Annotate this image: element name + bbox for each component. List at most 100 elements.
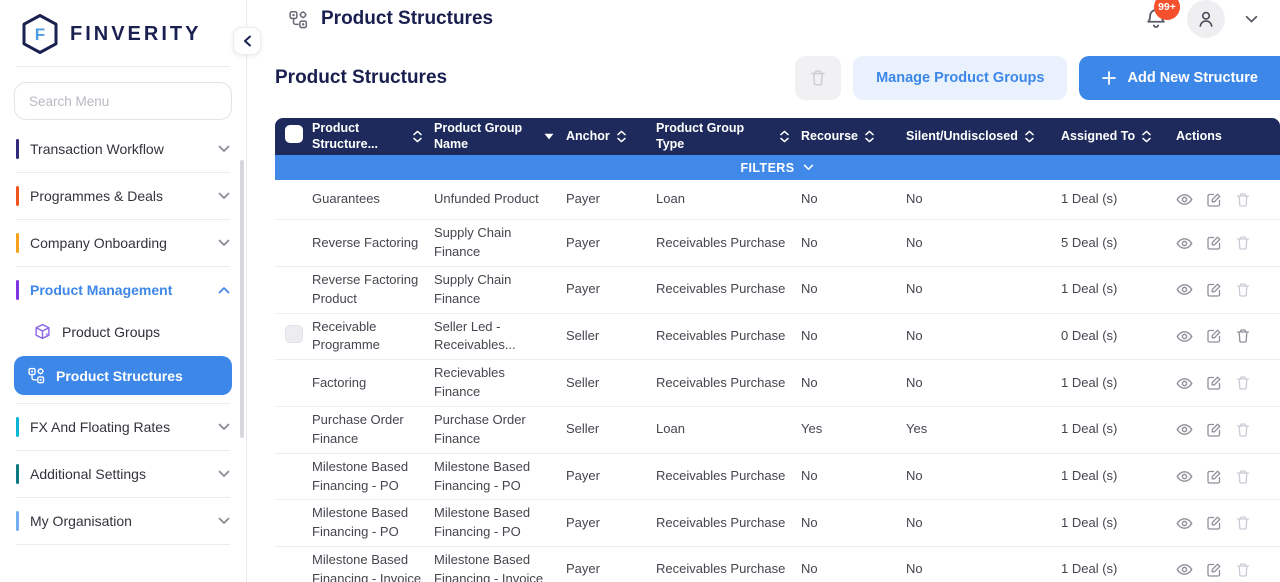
cell-product-group-name: Supply Chain Finance bbox=[428, 220, 560, 267]
product-structures-icon bbox=[289, 10, 308, 29]
cell-recourse: No bbox=[795, 360, 900, 407]
bulk-delete-button[interactable] bbox=[795, 56, 842, 100]
view-icon[interactable] bbox=[1176, 375, 1193, 392]
sort-icon[interactable] bbox=[413, 130, 422, 143]
column-header-anchor: Anchor bbox=[566, 128, 610, 143]
chevron-down-icon bbox=[218, 145, 230, 153]
edit-icon[interactable] bbox=[1206, 469, 1222, 485]
package-icon bbox=[34, 323, 51, 340]
sidebar-item-my-organisation[interactable]: My Organisation bbox=[0, 498, 246, 544]
edit-icon[interactable] bbox=[1206, 422, 1222, 438]
sort-icon[interactable] bbox=[1025, 130, 1034, 143]
row-checkbox[interactable] bbox=[285, 324, 303, 343]
sort-icon[interactable] bbox=[780, 130, 789, 143]
cell-recourse: No bbox=[795, 180, 900, 221]
filters-bar[interactable]: FILTERS bbox=[275, 155, 1280, 181]
cell-assigned-to: 1 Deal (s) bbox=[1055, 360, 1170, 407]
sidebar-item-programmes-deals[interactable]: Programmes & Deals bbox=[0, 173, 246, 219]
cell-recourse: No bbox=[795, 266, 900, 314]
view-icon[interactable] bbox=[1176, 328, 1193, 345]
edit-icon[interactable] bbox=[1206, 562, 1222, 578]
divider bbox=[16, 172, 230, 173]
cell-recourse: No bbox=[795, 313, 900, 361]
delete-icon[interactable] bbox=[1235, 422, 1251, 438]
sidebar-item-additional-settings[interactable]: Additional Settings bbox=[0, 451, 246, 497]
sidebar-collapse-button[interactable] bbox=[233, 27, 261, 55]
delete-icon[interactable] bbox=[1235, 328, 1251, 344]
brand-logo: F FINVERITY bbox=[0, 0, 246, 66]
delete-icon[interactable] bbox=[1235, 192, 1251, 208]
cell-product-group-name: Seller Led - Receivables... bbox=[428, 313, 560, 361]
delete-icon[interactable] bbox=[1235, 562, 1251, 578]
table-row[interactable]: Milestone Based Financing - Invoice Mile… bbox=[275, 547, 1280, 582]
search-input[interactable] bbox=[14, 82, 232, 120]
view-icon[interactable] bbox=[1176, 561, 1193, 578]
chevron-down-icon[interactable] bbox=[1245, 15, 1258, 24]
view-icon[interactable] bbox=[1176, 421, 1193, 438]
edit-icon[interactable] bbox=[1206, 235, 1222, 251]
sidebar-item-company-onboarding[interactable]: Company Onboarding bbox=[0, 220, 246, 266]
sidebar-scrollbar[interactable] bbox=[240, 160, 244, 438]
cell-product-group-type: Receivables Purchase bbox=[650, 453, 795, 501]
sidebar-item-product-groups[interactable]: Product Groups bbox=[0, 313, 246, 350]
page-title: Product Structures bbox=[321, 8, 494, 29]
edit-icon[interactable] bbox=[1206, 282, 1222, 298]
sidebar-item-transaction-workflow[interactable]: Transaction Workflow bbox=[0, 126, 246, 172]
edit-icon[interactable] bbox=[1206, 192, 1222, 208]
notifications-bell-icon[interactable]: 99+ bbox=[1145, 0, 1180, 31]
view-icon[interactable] bbox=[1176, 515, 1193, 532]
manage-product-groups-button[interactable]: Manage Product Groups bbox=[853, 56, 1068, 100]
cell-product-group-name: Purchase Order Finance bbox=[428, 407, 560, 454]
edit-icon[interactable] bbox=[1206, 515, 1222, 531]
cell-product-group-type: Receivables Purchase bbox=[650, 313, 795, 361]
cell-silent-undisclosed: No bbox=[900, 547, 1055, 582]
table-row[interactable]: Guarantees Unfunded Product Payer Loan N… bbox=[275, 180, 1280, 221]
view-icon[interactable] bbox=[1176, 191, 1193, 208]
view-icon[interactable] bbox=[1176, 235, 1193, 252]
user-avatar[interactable] bbox=[1187, 0, 1225, 38]
view-icon[interactable] bbox=[1176, 281, 1193, 298]
sidebar-item-product-structures[interactable]: Product Structures bbox=[14, 356, 232, 395]
delete-icon[interactable] bbox=[1235, 282, 1251, 298]
sort-desc-icon[interactable] bbox=[544, 133, 554, 140]
cell-silent-undisclosed: No bbox=[900, 180, 1055, 221]
table-row[interactable]: Reverse Factoring Supply Chain Finance P… bbox=[275, 220, 1280, 267]
delete-icon[interactable] bbox=[1235, 515, 1251, 531]
edit-icon[interactable] bbox=[1206, 328, 1222, 344]
cell-product-group-name: Unfunded Product bbox=[428, 180, 560, 221]
chevron-down-icon bbox=[218, 423, 230, 431]
divider bbox=[16, 219, 230, 220]
column-header-product-group-type: Product Group Type bbox=[656, 121, 745, 151]
delete-icon[interactable] bbox=[1235, 375, 1251, 391]
sidebar-item-label: Transaction Workflow bbox=[30, 141, 164, 157]
chevron-down-icon bbox=[803, 164, 814, 171]
cell-product-group-type: Receivables Purchase bbox=[650, 547, 795, 582]
delete-icon[interactable] bbox=[1235, 235, 1251, 251]
divider bbox=[16, 66, 230, 67]
cell-anchor: Payer bbox=[560, 453, 650, 501]
cell-silent-undisclosed: No bbox=[900, 220, 1055, 267]
view-icon[interactable] bbox=[1176, 468, 1193, 485]
delete-icon[interactable] bbox=[1235, 469, 1251, 485]
cell-silent-undisclosed: No bbox=[900, 313, 1055, 361]
sort-icon[interactable] bbox=[1142, 130, 1151, 143]
sidebar-item-fx-floating-rates[interactable]: FX And Floating Rates bbox=[0, 404, 246, 450]
cell-assigned-to: 1 Deal (s) bbox=[1055, 180, 1170, 221]
sort-icon[interactable] bbox=[865, 130, 874, 143]
column-header-assigned-to: Assigned To bbox=[1061, 128, 1136, 143]
cell-assigned-to: 1 Deal (s) bbox=[1055, 500, 1170, 548]
table-row[interactable]: Receivable Programme Seller Led - Receiv… bbox=[275, 313, 1280, 361]
table-row[interactable]: Factoring Recievables Finance Seller Rec… bbox=[275, 360, 1280, 407]
table-row[interactable]: Reverse Factoring Product Supply Chain F… bbox=[275, 266, 1280, 314]
accent-bar bbox=[16, 186, 19, 206]
select-all-checkbox[interactable] bbox=[285, 125, 303, 144]
table-row[interactable]: Milestone Based Financing - PO Milestone… bbox=[275, 453, 1280, 501]
add-new-structure-button[interactable]: Add New Structure bbox=[1079, 56, 1280, 100]
edit-icon[interactable] bbox=[1206, 375, 1222, 391]
sort-icon[interactable] bbox=[617, 130, 626, 143]
table-row[interactable]: Purchase Order Finance Purchase Order Fi… bbox=[275, 407, 1280, 454]
cell-silent-undisclosed: No bbox=[900, 266, 1055, 314]
sidebar-item-product-management[interactable]: Product Management bbox=[0, 267, 246, 313]
table-row[interactable]: Milestone Based Financing - PO Milestone… bbox=[275, 500, 1280, 548]
